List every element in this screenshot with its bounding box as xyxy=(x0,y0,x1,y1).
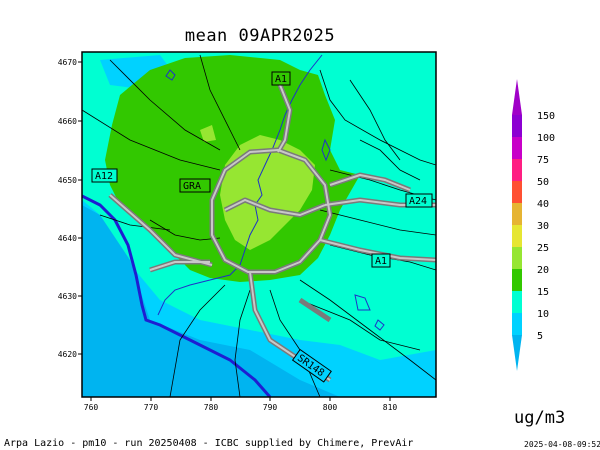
y-tick: 4640 xyxy=(58,234,77,243)
legend-level: 30 xyxy=(537,221,549,232)
y-tick: 4630 xyxy=(58,292,77,301)
legend-level: 5 xyxy=(537,331,543,342)
x-tick: 810 xyxy=(383,403,398,412)
legend-swatch xyxy=(512,247,522,269)
y-tick: 4650 xyxy=(58,176,77,185)
legend-level: 100 xyxy=(537,133,555,144)
x-tick: 800 xyxy=(323,403,338,412)
legend-level: 40 xyxy=(537,199,549,210)
legend-level: 15 xyxy=(537,287,549,298)
svg-text:A12: A12 xyxy=(95,171,113,182)
field-5-10 xyxy=(82,205,340,397)
road-label-gra: GRA xyxy=(179,178,211,193)
field-25-30 xyxy=(220,135,315,250)
road-label-a12: A12 xyxy=(91,168,118,183)
legend-swatch xyxy=(512,335,522,371)
legend-level: 50 xyxy=(537,177,549,188)
legend-level: 20 xyxy=(537,265,549,276)
legend-swatch xyxy=(512,313,522,335)
road-label-a1-south: A1 xyxy=(371,253,391,268)
legend-level: 25 xyxy=(537,243,549,254)
plot-frame xyxy=(81,51,437,398)
svg-text:GRA: GRA xyxy=(183,181,201,192)
legend-swatch xyxy=(512,291,522,313)
map-title: mean 09APR2025 xyxy=(184,26,336,46)
legend-swatch xyxy=(512,269,522,291)
svg-text:A1: A1 xyxy=(375,256,387,267)
road-labels: A1 A12 GRA A24 A1 SR148 xyxy=(91,71,433,383)
legend-swatch xyxy=(512,79,522,115)
footer-caption: Arpa Lazio - pm10 - run 20250408 - ICBC … xyxy=(4,438,414,449)
legend-swatch xyxy=(512,137,522,159)
timestamp: 2025-04-08-09:52 xyxy=(524,440,600,449)
legend-level: 75 xyxy=(537,155,549,166)
svg-text:A24: A24 xyxy=(409,196,427,207)
unit-label: ug/m3 xyxy=(514,408,566,428)
y-tick: 4660 xyxy=(58,117,77,126)
x-tick: 760 xyxy=(84,403,99,412)
legend-swatch xyxy=(512,181,522,203)
y-tick: 4670 xyxy=(58,58,77,67)
road-label-a1-north: A1 xyxy=(271,71,291,86)
legend-swatch xyxy=(512,159,522,181)
x-tick: 770 xyxy=(144,403,159,412)
legend-swatch xyxy=(512,225,522,247)
legend-level: 150 xyxy=(537,111,555,122)
x-tick: 790 xyxy=(263,403,278,412)
legend-level: 10 xyxy=(537,309,549,320)
x-axis: 760 770 780 790 800 810 xyxy=(84,397,398,412)
svg-text:A1: A1 xyxy=(275,74,287,85)
x-tick: 780 xyxy=(204,403,219,412)
legend-swatch xyxy=(512,115,522,137)
road-label-a24: A24 xyxy=(405,193,433,208)
legend-swatch xyxy=(512,203,522,225)
y-axis: 4670 4660 4650 4640 4630 4620 xyxy=(58,58,82,359)
y-tick: 4620 xyxy=(58,350,77,359)
